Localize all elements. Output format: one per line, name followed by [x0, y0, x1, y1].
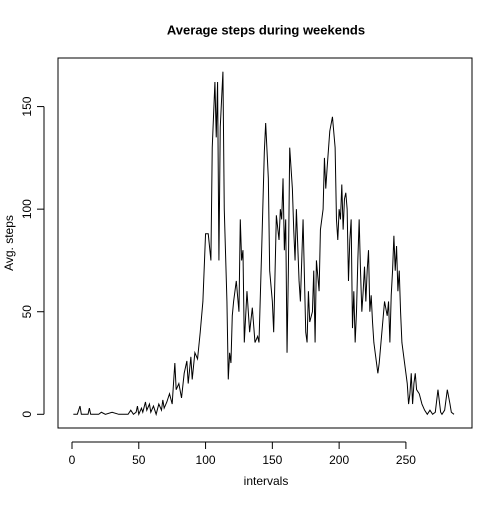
plot-box [57, 57, 473, 429]
y-tick-label: 100 [20, 199, 34, 219]
y-axis-label: Avg. steps [2, 215, 16, 271]
x-tick-label: 100 [196, 453, 216, 467]
data-line [73, 71, 455, 417]
y-tick-label: 0 [20, 411, 34, 418]
x-tick-label: 250 [396, 453, 416, 467]
x-tick-label: 50 [132, 453, 146, 467]
x-axis-label: intervals [244, 474, 289, 488]
x-tick-label: 150 [262, 453, 282, 467]
y-tick-label: 150 [20, 96, 34, 116]
chart-title: Average steps during weekends [167, 22, 365, 37]
y-tick-label: 50 [20, 305, 34, 319]
x-tick-label: 0 [69, 453, 76, 467]
x-tick-label: 200 [329, 453, 349, 467]
